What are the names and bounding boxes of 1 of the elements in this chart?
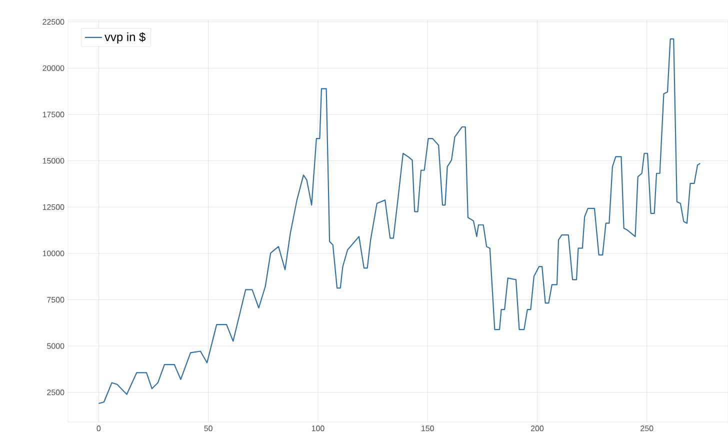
legend-label: vvp in $ — [104, 32, 146, 44]
